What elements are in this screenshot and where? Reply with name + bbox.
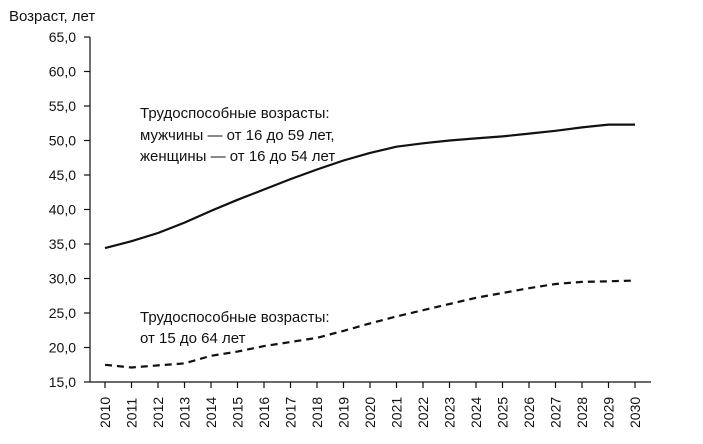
- x-axis: 2010 2011 2012 2013 2014 2015 2016 2017 2018 2019…: [90, 381, 651, 428]
- y-axis: 15,0 20,0 25,0 30,0 35,0 40,0 45,0 50,0 55,0 60,0…: [49, 29, 91, 390]
- annotation-series-2-line-1: Трудоспособные возрасты:: [140, 309, 330, 326]
- y-tick-label: 65,0: [49, 29, 76, 45]
- series-1-line: [104, 123, 635, 250]
- x-tick-label: 2019: [336, 397, 352, 428]
- y-tick-label: 40,0: [49, 202, 76, 218]
- y-tick-label: 45,0: [49, 167, 76, 183]
- x-tick-label: 2018: [309, 397, 325, 428]
- annotation-series-1-line-3: женщины — от 16 до 54 лет: [140, 148, 335, 165]
- y-tick-label: 35,0: [49, 236, 76, 252]
- x-tick-label: 2029: [601, 397, 617, 428]
- x-tick-label: 2025: [495, 397, 511, 428]
- y-tick-label: 20,0: [49, 340, 76, 356]
- x-tick-label: 2030: [627, 397, 643, 428]
- x-tick-label: 2028: [574, 397, 590, 428]
- x-tick-label: 2011: [124, 398, 140, 428]
- x-tick-label: 2015: [230, 397, 246, 428]
- y-tick-label: 15,0: [49, 374, 76, 390]
- x-tick-label: 2027: [548, 397, 564, 428]
- x-tick-label: 2021: [389, 397, 405, 428]
- x-tick-label: 2017: [283, 397, 299, 428]
- series-2-line: [104, 279, 636, 369]
- y-tick-label: 50,0: [49, 133, 76, 149]
- series-layer: [104, 123, 636, 369]
- annotation-series-1-line-2: мужчины — от 16 до 59 лет,: [140, 127, 335, 144]
- annotation-series-1-line-1: Трудоспособные возрасты:: [140, 105, 330, 122]
- x-tick-label: 2026: [521, 397, 537, 428]
- y-tick-label: 55,0: [49, 98, 76, 114]
- x-tick-label: 2013: [177, 397, 193, 428]
- x-tick-label: 2012: [150, 397, 166, 428]
- x-tick-label: 2023: [442, 397, 458, 428]
- x-tick-label: 2014: [203, 397, 219, 428]
- x-tick-label: 2016: [256, 397, 272, 428]
- y-tick-label: 30,0: [49, 271, 76, 287]
- y-tick-label: 25,0: [49, 305, 76, 321]
- x-tick-label: 2020: [362, 397, 378, 428]
- annotation-series-2-line-2: от 15 до 64 лет: [140, 330, 246, 347]
- y-tick-label: 60,0: [49, 64, 76, 80]
- x-tick-label: 2010: [97, 397, 113, 428]
- x-tick-label: 2022: [415, 397, 431, 428]
- x-tick-label: 2024: [468, 397, 484, 428]
- y-axis-label: Возраст, лет: [9, 8, 95, 25]
